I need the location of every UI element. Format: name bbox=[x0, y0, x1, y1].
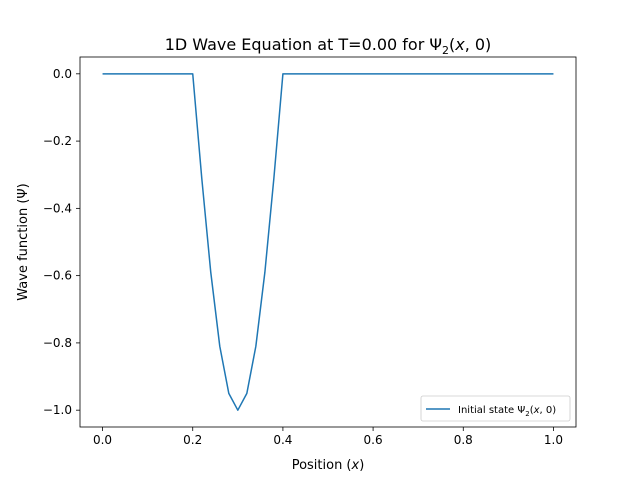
x-tick-label-4: 0.8 bbox=[454, 433, 473, 447]
x-tick-label-3: 0.6 bbox=[364, 433, 383, 447]
y-axis-label: Wave function (Ψ) bbox=[16, 183, 31, 300]
y-tick-label-3: −0.6 bbox=[43, 269, 72, 283]
series-layer bbox=[102, 73, 554, 411]
y-tick-label-1: −0.2 bbox=[43, 134, 72, 148]
y-tick-label-4: −0.8 bbox=[43, 336, 72, 350]
x-tick-label-5: 1.0 bbox=[544, 433, 563, 447]
series-line-0 bbox=[102, 73, 554, 411]
chart-title: 1D Wave Equation at T=0.00 for Ψ2(x, 0) bbox=[165, 35, 492, 57]
x-tick-label-0: 0.0 bbox=[93, 433, 112, 447]
plot-frame bbox=[79, 56, 577, 428]
legend: Initial state Ψ2(x, 0) bbox=[420, 395, 571, 422]
x-axis-label: Position (x) bbox=[292, 458, 365, 473]
legend-label: Initial state Ψ2(x, 0) bbox=[458, 405, 556, 418]
y-tick-label-5: −1.0 bbox=[43, 403, 72, 417]
x-tick-label-1: 0.2 bbox=[183, 433, 202, 447]
legend-box bbox=[420, 395, 571, 422]
y-tick-label-2: −0.4 bbox=[43, 201, 72, 215]
tick-layer: 0.0 0.2 0.4 0.6 0.8 1.0 0.0 −0.2 −0.4 −0.6 −0.8 −1.… bbox=[43, 67, 563, 447]
x-tick-label-2: 0.4 bbox=[273, 433, 292, 447]
y-tick-label-0: 0.0 bbox=[53, 67, 72, 81]
